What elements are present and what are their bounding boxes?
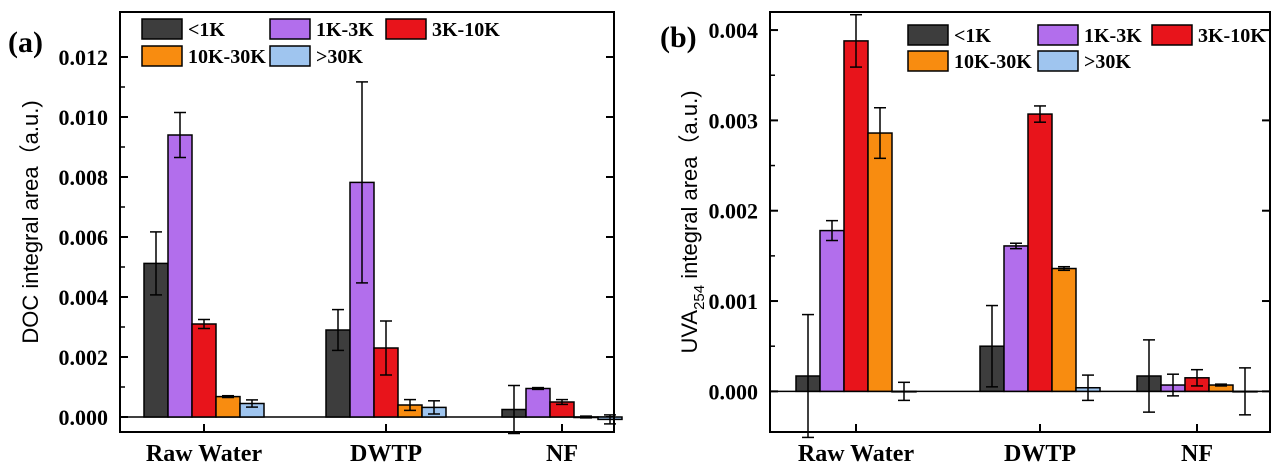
y-tick-label: 0.002	[59, 345, 109, 370]
x-tick-label: DWTP	[350, 441, 422, 464]
y-tick-label: 0.001	[709, 289, 759, 314]
bar	[1027, 113, 1053, 393]
legend-swatch	[269, 18, 311, 40]
x-tick-label: DWTP	[1004, 441, 1076, 464]
legend-label: 10K-30K	[954, 51, 1032, 73]
legend-swatch	[907, 24, 949, 46]
y-axis-label-rest: integral area（a.u.)	[677, 90, 702, 284]
legend-label: 1K-3K	[316, 19, 374, 41]
y-axis-label: UVA254 integral area（a.u.)	[677, 90, 708, 353]
plot-frame	[119, 11, 615, 433]
y-tick-label: 0.002	[709, 199, 759, 224]
x-tick-label: NF	[546, 441, 578, 464]
y-tick-label: 0.008	[59, 165, 109, 190]
legend-label: >30K	[1084, 51, 1131, 73]
legend-swatch	[141, 18, 183, 40]
bar	[819, 229, 845, 393]
bar	[215, 395, 241, 418]
legend-label: 3K-10K	[432, 19, 500, 41]
legend-label: <1K	[954, 25, 991, 47]
y-axis-label-main: UVA	[677, 310, 702, 354]
y-tick-label: 0.004	[709, 18, 759, 43]
panel-a: (a) 0.000 0.002 0.004 0.006 0.008 0.010 0.012 Ra…	[8, 11, 623, 464]
legend-label: 1K-3K	[1084, 25, 1142, 47]
legend-label: 10K-30K	[188, 46, 266, 68]
legend-label: <1K	[188, 19, 225, 41]
x-tick-label: Raw Water	[146, 441, 263, 464]
legend-swatch	[385, 18, 427, 40]
y-tick-label: 0.012	[59, 45, 109, 70]
legend-label: >30K	[316, 46, 363, 68]
x-tick-label: NF	[1181, 441, 1213, 464]
y-axis-label-sub: 254	[691, 285, 708, 310]
y-tick-label: 0.003	[709, 108, 759, 133]
panel-label: (b)	[660, 21, 697, 54]
legend-swatch	[907, 50, 949, 72]
bar	[167, 134, 193, 418]
y-tick-label: 0.004	[59, 285, 109, 310]
y-tick-label: 0.000	[709, 379, 759, 404]
bar	[843, 40, 869, 393]
bar	[1051, 267, 1077, 393]
y-tick-label: 0.006	[59, 225, 109, 250]
bar	[525, 387, 551, 418]
panel-label: (a)	[8, 26, 43, 59]
plot-frame	[769, 11, 1271, 433]
legend-label: 3K-10K	[1198, 25, 1266, 47]
panel-b: (b) 0.000 0.001 0.002 0.003 0.004 Raw Water DWT…	[660, 11, 1271, 464]
y-tick-label: 0.000	[59, 405, 109, 430]
x-tick-label: Raw Water	[798, 441, 915, 464]
bar	[1003, 245, 1029, 393]
legend-swatch	[269, 45, 311, 67]
bar	[191, 323, 217, 418]
bar	[867, 132, 893, 393]
legend-swatch	[1037, 50, 1079, 72]
legend-swatch	[141, 45, 183, 67]
y-axis-label: DOC integral area（a.u.)	[18, 100, 43, 343]
y-tick-label: 0.010	[59, 105, 109, 130]
legend-swatch	[1037, 24, 1079, 46]
legend-swatch	[1151, 24, 1193, 46]
